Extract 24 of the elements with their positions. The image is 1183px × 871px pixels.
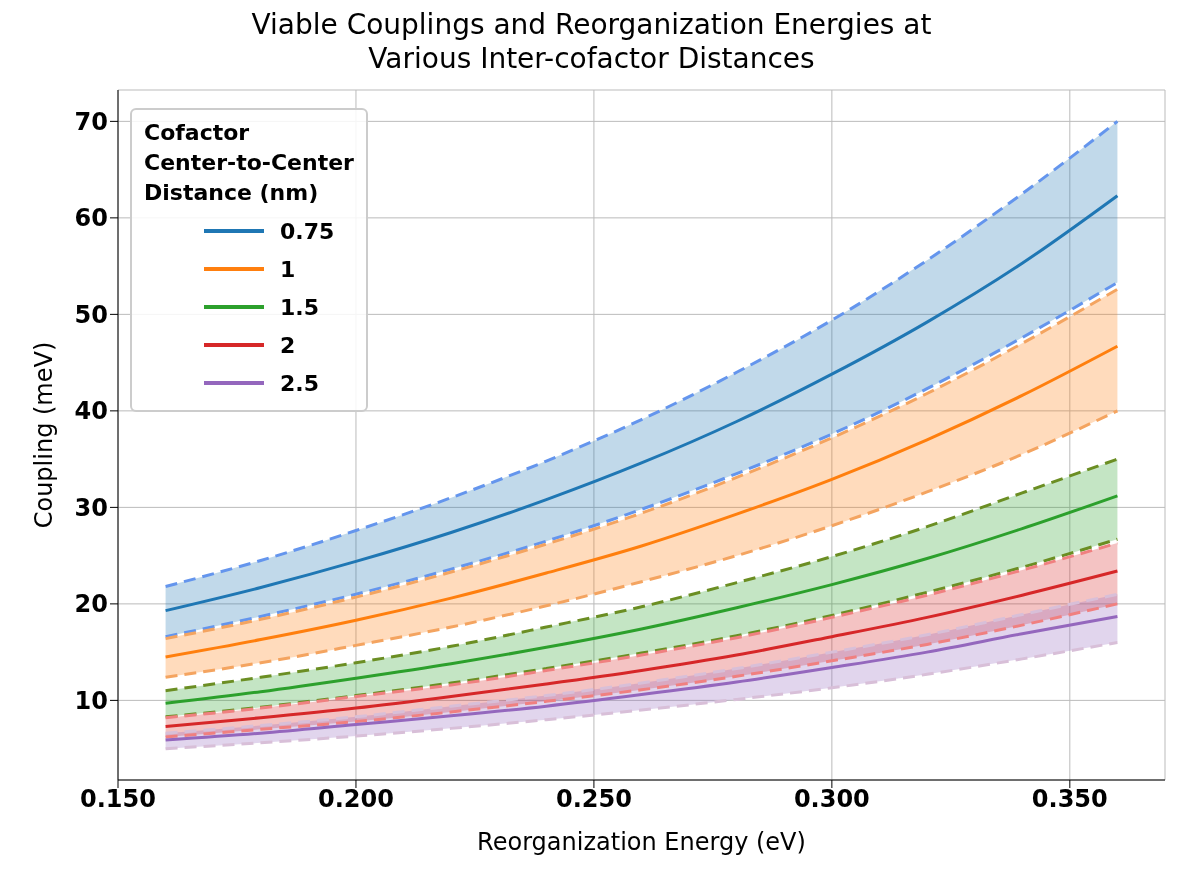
y-tick-label: 30 bbox=[74, 493, 108, 522]
legend-label: 1.5 bbox=[280, 294, 319, 320]
legend-label: 0.75 bbox=[280, 218, 335, 244]
y-tick-label: 10 bbox=[74, 686, 108, 715]
y-tick-label: 60 bbox=[74, 204, 108, 233]
x-tick-label: 0.250 bbox=[555, 785, 632, 814]
y-axis-title: Coupling (meV) bbox=[29, 341, 58, 529]
legend-label: 2 bbox=[280, 332, 296, 358]
line-series bbox=[164, 494, 1119, 705]
line-series bbox=[164, 409, 1119, 679]
y-tick-label: 20 bbox=[74, 590, 108, 619]
x-tick-label: 0.150 bbox=[80, 785, 156, 814]
legend-title: Cofactor Center-to-Center Distance (nm) bbox=[144, 119, 354, 207]
x-tick-label: 0.300 bbox=[793, 785, 870, 814]
y-tick-label: 70 bbox=[74, 107, 108, 136]
y-tick-label: 40 bbox=[74, 397, 108, 426]
x-tick-label: 0.200 bbox=[317, 785, 394, 814]
line-series bbox=[164, 569, 1119, 728]
legend-label: 2.5 bbox=[280, 370, 319, 396]
y-tick-label: 50 bbox=[74, 300, 108, 329]
x-tick-label: 0.350 bbox=[1031, 785, 1108, 814]
chart-title: Viable Couplings and Reorganization Energies at Various Inter-cofactor Distances bbox=[250, 8, 933, 77]
x-axis-title: Reorganization Energy (eV) bbox=[477, 828, 806, 856]
legend-label: 1 bbox=[280, 256, 296, 282]
